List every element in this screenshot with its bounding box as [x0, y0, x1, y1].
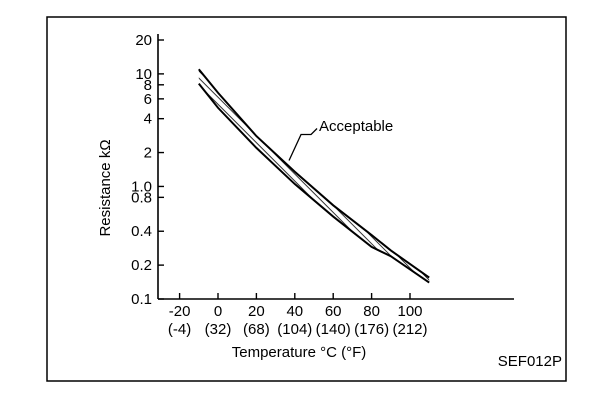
x-tick-label: 100	[397, 303, 422, 320]
x-tick-sublabel: (-4)	[168, 321, 191, 338]
y-tick-label: 0.1	[131, 291, 152, 308]
y-axis-label: Resistance kΩ	[97, 139, 114, 236]
x-tick-label: -20	[169, 303, 191, 320]
x-tick-sublabel: (104)	[277, 321, 312, 338]
x-tick-label: 20	[248, 303, 265, 320]
y-tick-label: 8	[144, 77, 152, 94]
y-tick-label: 2	[144, 145, 152, 162]
x-tick-sublabel: (68)	[243, 321, 270, 338]
x-tick-sublabel: (212)	[392, 321, 427, 338]
band-label: Acceptable	[319, 118, 393, 135]
y-tick-label: 20	[135, 32, 152, 49]
y-tick-label: 0.8	[131, 189, 152, 206]
y-tick-label: 6	[144, 91, 152, 108]
x-tick-label: 60	[325, 303, 342, 320]
annotation-leader	[288, 128, 318, 161]
x-axis-label: Temperature °C (°F)	[232, 344, 367, 361]
y-tick-label: 1.0	[131, 178, 152, 195]
y-tick-label: 10	[135, 66, 152, 83]
x-tick-sublabel: (176)	[354, 321, 389, 338]
y-tick-label: 0.2	[131, 257, 152, 274]
x-tick-label: 40	[286, 303, 303, 320]
x-tick-sublabel: (32)	[205, 321, 232, 338]
x-tick-label: 80	[363, 303, 380, 320]
x-tick-sublabel: (140)	[316, 321, 351, 338]
x-tick-label: 0	[214, 303, 222, 320]
acceptable-band-fill	[198, 69, 430, 283]
band-upper-curve	[198, 68, 430, 279]
figure-frame	[46, 16, 567, 382]
band-lower-curve	[198, 82, 430, 284]
y-tick-label: 0.4	[131, 223, 152, 240]
figure-code: SEF012P	[498, 353, 562, 370]
y-tick-label: 4	[144, 111, 152, 128]
